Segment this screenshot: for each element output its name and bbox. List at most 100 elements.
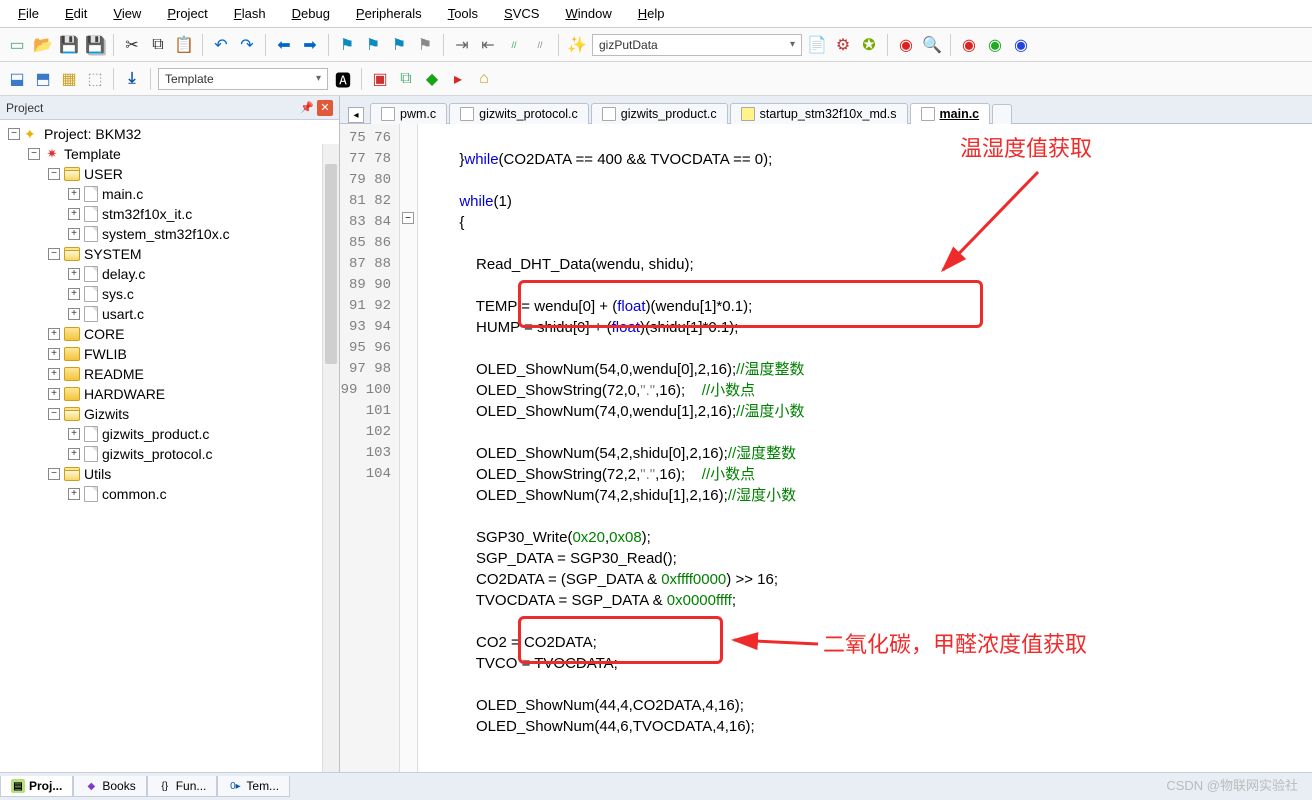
menu-tools[interactable]: Tools: [436, 3, 490, 24]
find-icon[interactable]: [921, 34, 943, 56]
target-combo[interactable]: Template ▾: [158, 68, 328, 90]
wand-icon[interactable]: [566, 34, 588, 56]
menu-help[interactable]: Help: [626, 3, 677, 24]
bookmark-prev-icon[interactable]: [362, 34, 384, 56]
manage-icon[interactable]: [369, 68, 391, 90]
menu-view[interactable]: View: [101, 3, 153, 24]
menu-debug[interactable]: Debug: [280, 3, 342, 24]
nav-back-icon[interactable]: [273, 34, 295, 56]
fold-column[interactable]: −: [400, 124, 418, 772]
btab-project[interactable]: ▤Proj...: [0, 776, 73, 797]
debug-icon[interactable]: [895, 34, 917, 56]
close-icon[interactable]: ✕: [317, 100, 333, 116]
tree-group-core[interactable]: CORE: [84, 326, 124, 342]
tree-file[interactable]: delay.c: [102, 266, 145, 282]
menu-peripherals[interactable]: Peripherals: [344, 3, 434, 24]
code-content[interactable]: }while(CO2DATA == 400 && TVOCDATA == 0);…: [418, 124, 1312, 772]
project-pane: Project 📌 ✕ −Project: BKM32 −✷Template −…: [0, 96, 340, 772]
redo-icon[interactable]: [236, 34, 258, 56]
tool-doc-icon[interactable]: [806, 34, 828, 56]
new-file-icon[interactable]: [6, 34, 28, 56]
tree-file[interactable]: common.c: [102, 486, 167, 502]
clean-icon[interactable]: [84, 68, 106, 90]
tree-group-readme[interactable]: README: [84, 366, 144, 382]
menu-window[interactable]: Window: [553, 3, 623, 24]
fold-icon[interactable]: −: [402, 212, 414, 224]
chevron-down-icon: ▾: [316, 73, 321, 84]
tree-group-system[interactable]: SYSTEM: [84, 246, 142, 262]
btab-templates[interactable]: 0▸Tem...: [217, 776, 290, 797]
tree-scrollbar[interactable]: [322, 144, 339, 772]
tab-main[interactable]: main.c: [910, 103, 991, 124]
tab-gizwits-product[interactable]: gizwits_product.c: [591, 103, 728, 124]
editor-tabbar: ◂ pwm.c gizwits_protocol.c gizwits_produ…: [340, 96, 1312, 124]
uncomment-icon[interactable]: [529, 34, 551, 56]
tab-gizwits-protocol[interactable]: gizwits_protocol.c: [449, 103, 589, 124]
line-gutter: 75 76 77 78 79 80 81 82 83 84 85 86 87 8…: [340, 124, 400, 772]
bottom-tabs: ▤Proj... ◆Books {}Fun... 0▸Tem...: [0, 772, 1312, 800]
layers-icon[interactable]: [395, 68, 417, 90]
paste-icon[interactable]: [173, 34, 195, 56]
bookmark-next-icon[interactable]: [388, 34, 410, 56]
open-file-icon[interactable]: [32, 34, 54, 56]
toolbar-build: Template ▾: [0, 62, 1312, 96]
tree-root[interactable]: Project: BKM32: [44, 126, 141, 142]
menu-bar: File Edit View Project Flash Debug Perip…: [0, 0, 1312, 28]
find-combo-value: gizPutData: [599, 38, 658, 52]
outdent-icon[interactable]: [477, 34, 499, 56]
btab-books[interactable]: ◆Books: [73, 776, 146, 797]
tool-star-icon[interactable]: [858, 34, 880, 56]
tree-group-hardware[interactable]: HARDWARE: [84, 386, 165, 402]
tree-file[interactable]: stm32f10x_it.c: [102, 206, 192, 222]
tab-nav-left-icon[interactable]: ◂: [348, 107, 364, 123]
tab-startup[interactable]: startup_stm32f10x_md.s: [730, 103, 908, 124]
build-icon[interactable]: [6, 68, 28, 90]
project-tree[interactable]: −Project: BKM32 −✷Template −USER +main.c…: [0, 120, 339, 772]
menu-file[interactable]: File: [6, 3, 51, 24]
menu-flash[interactable]: Flash: [222, 3, 278, 24]
green-diamond-icon[interactable]: [421, 68, 443, 90]
menu-svcs[interactable]: SVCS: [492, 3, 551, 24]
tree-group-utils[interactable]: Utils: [84, 466, 111, 482]
tree-group-fwlib[interactable]: FWLIB: [84, 346, 127, 362]
tree-file[interactable]: usart.c: [102, 306, 144, 322]
indent-icon[interactable]: [451, 34, 473, 56]
copy-icon[interactable]: [147, 34, 169, 56]
bookmark-icon[interactable]: [336, 34, 358, 56]
tab-overflow[interactable]: [992, 104, 1012, 124]
cut-icon[interactable]: [121, 34, 143, 56]
code-editor[interactable]: 75 76 77 78 79 80 81 82 83 84 85 86 87 8…: [340, 124, 1312, 772]
tree-group-gizwits[interactable]: Gizwits: [84, 406, 129, 422]
home-icon[interactable]: [473, 68, 495, 90]
batch-build-icon[interactable]: [58, 68, 80, 90]
tree-file[interactable]: gizwits_product.c: [102, 426, 209, 442]
tree-file[interactable]: system_stm32f10x.c: [102, 226, 230, 242]
options-icon[interactable]: [332, 68, 354, 90]
red-triangle-icon[interactable]: [447, 68, 469, 90]
download-icon[interactable]: [121, 68, 143, 90]
rebuild-icon[interactable]: [32, 68, 54, 90]
nav-fwd-icon[interactable]: [299, 34, 321, 56]
tree-file[interactable]: main.c: [102, 186, 143, 202]
tree-target[interactable]: Template: [64, 146, 121, 162]
tab-pwm[interactable]: pwm.c: [370, 103, 447, 124]
breakpoint-icon[interactable]: [958, 34, 980, 56]
step-icon[interactable]: [1010, 34, 1032, 56]
watermark: CSDN @物联网实验社: [1166, 775, 1298, 794]
bookmark-clear-icon[interactable]: [414, 34, 436, 56]
tree-file[interactable]: sys.c: [102, 286, 134, 302]
btab-functions[interactable]: {}Fun...: [147, 776, 218, 797]
pin-icon[interactable]: 📌: [301, 102, 313, 114]
find-combo[interactable]: gizPutData ▾: [592, 34, 802, 56]
comment-icon[interactable]: [503, 34, 525, 56]
menu-project[interactable]: Project: [155, 3, 219, 24]
save-all-icon[interactable]: [84, 34, 106, 56]
menu-edit[interactable]: Edit: [53, 3, 99, 24]
undo-icon[interactable]: [210, 34, 232, 56]
tool-gear-icon[interactable]: [832, 34, 854, 56]
tree-file[interactable]: gizwits_protocol.c: [102, 446, 213, 462]
tree-group-user[interactable]: USER: [84, 166, 123, 182]
main-area: Project 📌 ✕ −Project: BKM32 −✷Template −…: [0, 96, 1312, 772]
save-icon[interactable]: [58, 34, 80, 56]
run-icon[interactable]: [984, 34, 1006, 56]
